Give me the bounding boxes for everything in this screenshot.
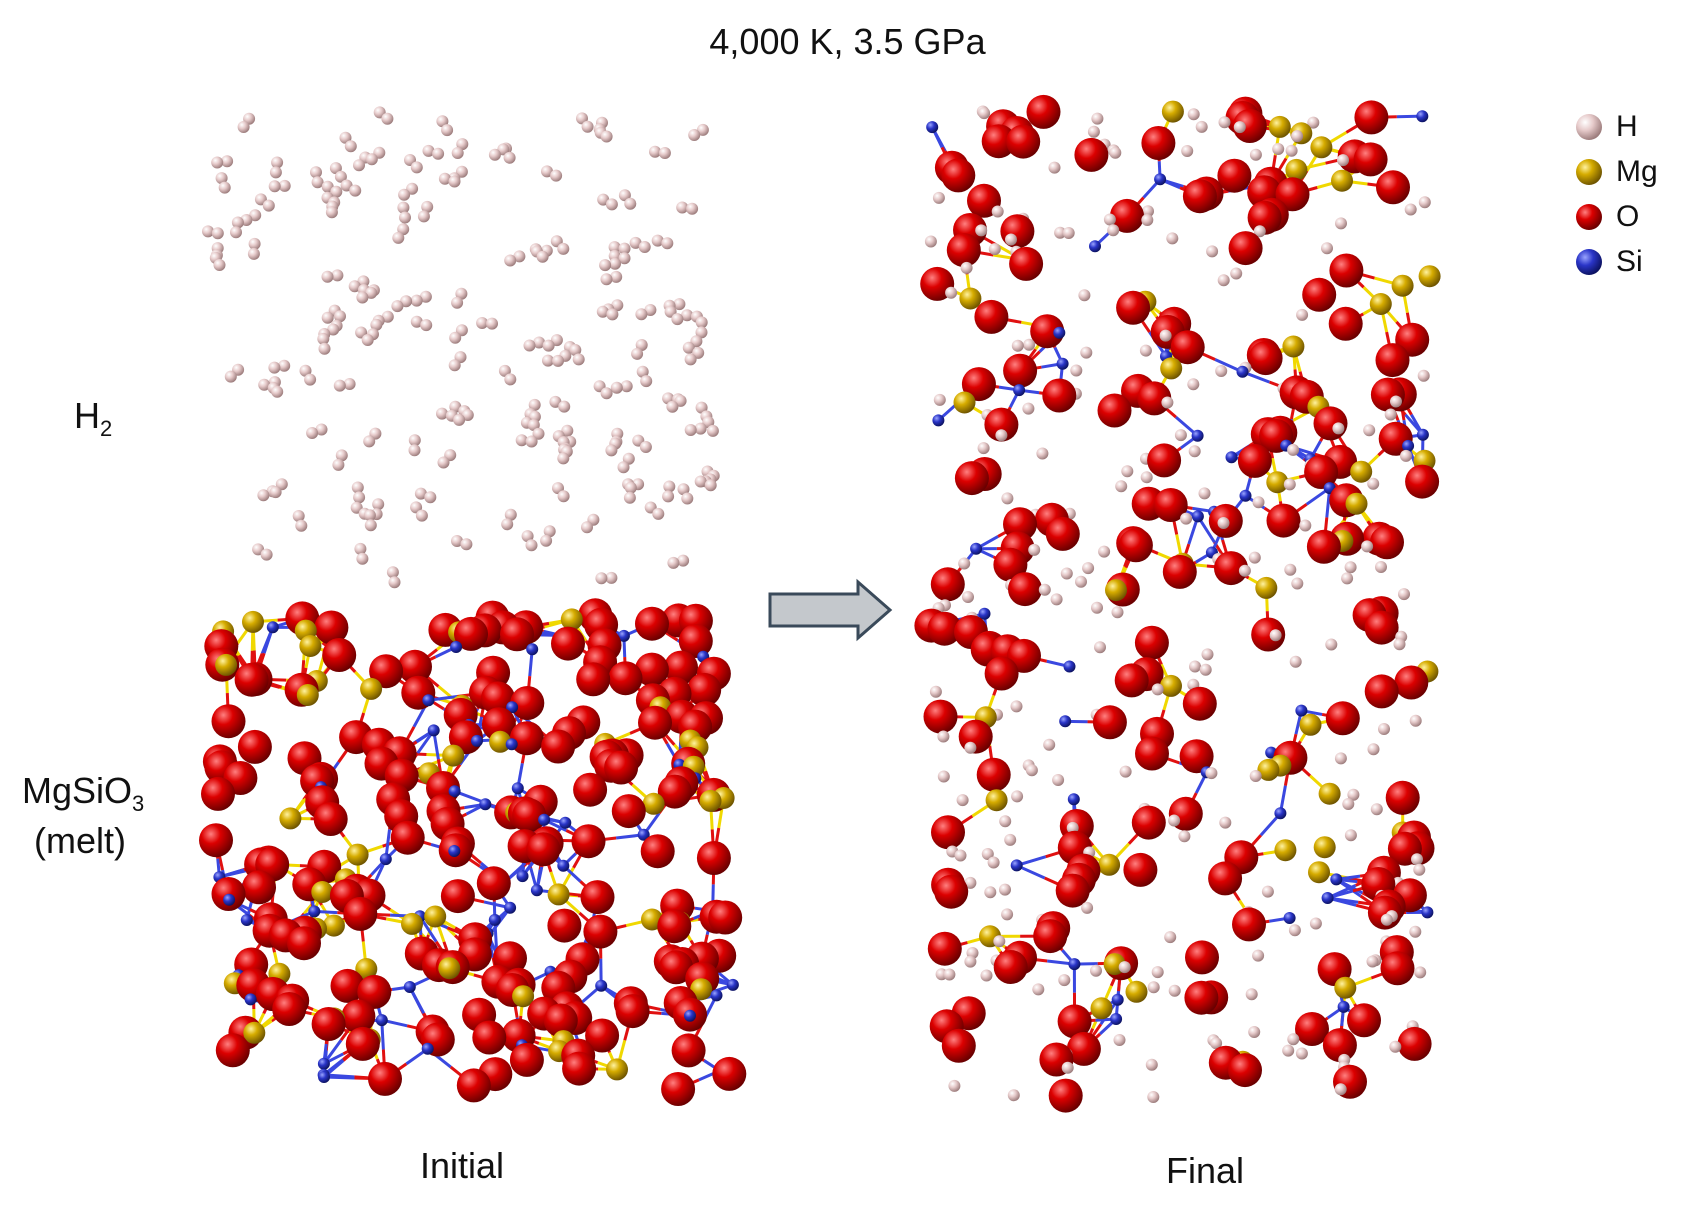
hydrogen-formula: H <box>74 395 100 436</box>
hydrogen-phase-label: H2 <box>74 398 112 440</box>
legend-label: O <box>1616 199 1640 233</box>
legend-item: Si <box>1574 239 1694 284</box>
silicate-subscript: 3 <box>132 791 145 816</box>
oxygen-atom-icon <box>1576 203 1602 230</box>
figure-title: 4,000 K, 3.5 GPa <box>709 21 986 62</box>
legend-label: H <box>1616 109 1638 143</box>
legend-item: Mg <box>1574 149 1694 194</box>
legend: H Mg O Si <box>1574 104 1694 284</box>
atom-layer <box>199 94 1441 1113</box>
legend-label: Si <box>1616 244 1643 278</box>
legend-item: H <box>1574 104 1694 149</box>
initial-caption: Initial <box>420 1145 505 1186</box>
legend-label: Mg <box>1616 154 1658 188</box>
final-caption: Final <box>1166 1150 1245 1191</box>
hydrogen-atom-icon <box>1576 113 1602 140</box>
right-arrow-icon <box>768 578 893 642</box>
silicate-formula: MgSiO <box>22 770 133 811</box>
silicon-atom-icon <box>1576 248 1602 275</box>
silicate-state-label: (melt) <box>34 820 126 861</box>
hydrogen-subscript: 2 <box>100 416 113 441</box>
magnesium-atom-icon <box>1576 158 1602 185</box>
silicate-phase-label: MgSiO3 <box>22 773 144 815</box>
legend-item: O <box>1574 194 1694 239</box>
